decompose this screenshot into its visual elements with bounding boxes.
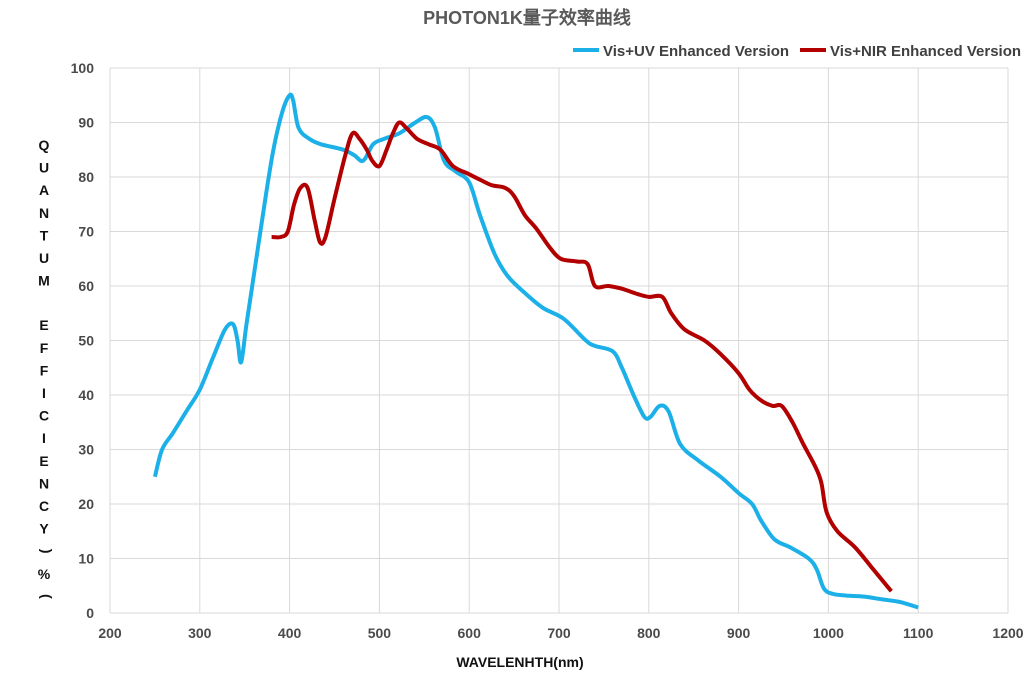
x-tick-label: 400	[278, 625, 302, 641]
y-axis-title-char: A	[39, 182, 49, 198]
legend-label: Vis+NIR Enhanced Version	[830, 43, 1021, 60]
y-axis-title-char: M	[38, 273, 50, 289]
y-tick-label: 100	[71, 60, 95, 76]
x-tick-label: 1000	[813, 625, 844, 641]
y-tick-label: 20	[78, 496, 94, 512]
y-axis-title-char: C	[39, 498, 49, 514]
y-axis-title-char: (	[36, 549, 52, 554]
y-axis-title-char: Y	[39, 521, 49, 537]
y-axis-title-char: I	[42, 430, 46, 446]
x-tick-label: 800	[637, 625, 661, 641]
y-tick-label: 0	[86, 605, 94, 621]
y-tick-label: 50	[78, 333, 94, 349]
x-tick-labels: 200 300 400 500 600 700 800 900 1000 1100 1200	[98, 625, 1023, 641]
series-line-2	[271, 120, 893, 593]
x-tick-label: 600	[458, 625, 482, 641]
y-axis-title-char: U	[39, 250, 49, 266]
legend: Vis+UV Enhanced Version Vis+NIR Enhanced …	[573, 43, 1021, 60]
y-axis-title-char: N	[39, 205, 49, 221]
y-tick-label: 80	[78, 169, 94, 185]
x-axis-title: WAVELENHTH(nm)	[456, 654, 583, 670]
y-axis-title-char: E	[39, 453, 48, 469]
series-lines	[152, 92, 919, 610]
y-axis-title-char: )	[36, 594, 52, 599]
y-tick-label: 60	[78, 278, 94, 294]
y-axis-title-char: C	[39, 408, 49, 424]
y-tick-label: 40	[78, 387, 94, 403]
y-axis-title-char: %	[38, 566, 51, 582]
y-axis-title-char: N	[39, 475, 49, 491]
legend-label: Vis+UV Enhanced Version	[603, 43, 789, 60]
y-tick-labels: 0 10 20 30 40 50 60 70 80 90 100	[71, 60, 95, 621]
y-axis-title-char: U	[39, 160, 49, 176]
y-tick-label: 30	[78, 442, 94, 458]
y-tick-label: 70	[78, 224, 94, 240]
series-line-1	[152, 92, 919, 610]
y-axis-title-char: E	[39, 317, 48, 333]
y-axis-title-char: Q	[39, 137, 50, 153]
y-axis-title-char: I	[42, 385, 46, 401]
x-tick-label: 1100	[903, 625, 934, 641]
y-axis-title-char: T	[40, 227, 49, 243]
y-tick-label: 10	[78, 551, 94, 567]
x-tick-label: 200	[98, 625, 122, 641]
x-tick-label: 300	[188, 625, 212, 641]
x-tick-label: 1200	[992, 625, 1023, 641]
x-tick-label: 900	[727, 625, 751, 641]
y-tick-label: 90	[78, 115, 94, 131]
y-axis-title-char: F	[40, 362, 49, 378]
chart-title: PHOTON1K量子效率曲线	[423, 7, 631, 28]
x-tick-label: 500	[368, 625, 392, 641]
x-tick-label: 700	[547, 625, 571, 641]
y-axis-title-char: F	[40, 340, 49, 356]
